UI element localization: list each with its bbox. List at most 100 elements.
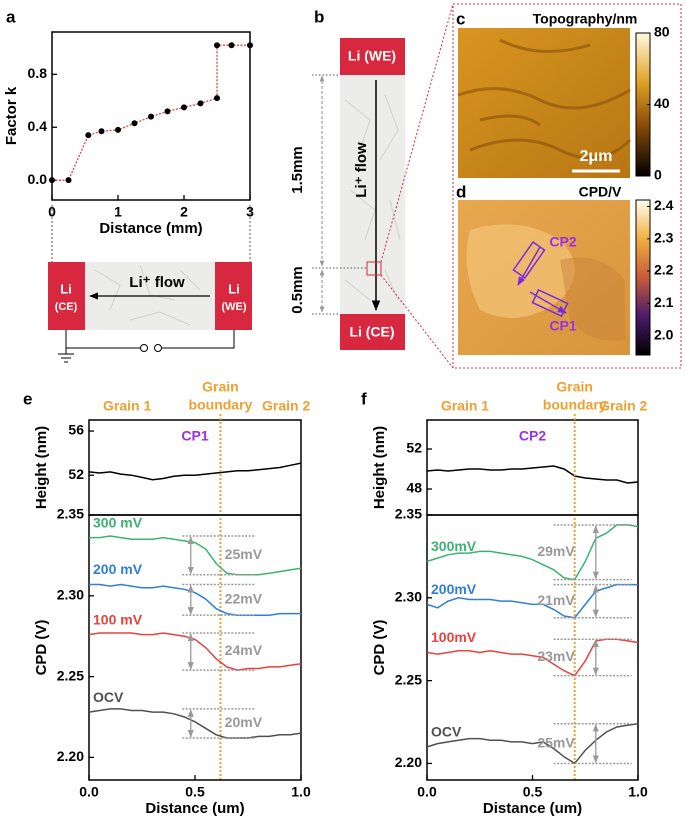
panel-c: c Topography/nm 2μm xyxy=(456,9,651,178)
data-point xyxy=(115,126,121,133)
guide-line xyxy=(312,74,368,315)
x-tick-label: 0.5 xyxy=(185,784,205,800)
region-label: boundary xyxy=(189,397,253,413)
colorbar-tick-label: 40 xyxy=(654,95,670,111)
profile-label: CP1 xyxy=(181,428,208,444)
y-axis-label: CPD (V) xyxy=(371,620,388,676)
grain-texture xyxy=(344,94,401,301)
cpd-line xyxy=(89,583,301,616)
x-tick-label: 0.0 xyxy=(417,784,437,800)
circuit xyxy=(65,330,235,349)
x-tick-label: 0 xyxy=(48,204,56,220)
series-label: OCV xyxy=(93,689,124,705)
series-label: 100mV xyxy=(431,629,477,645)
y-axis-label: Factor k xyxy=(3,86,20,145)
cpd-line xyxy=(88,708,302,739)
colorbar-tick-label: 2.2 xyxy=(654,262,674,278)
y-tick-label: 52 xyxy=(68,466,84,482)
scale-label: 2μm xyxy=(580,148,613,165)
y-tick-label: 2.30 xyxy=(395,589,422,605)
electrode xyxy=(215,262,252,330)
data-line xyxy=(52,44,250,181)
colorbar-tick-label: 2.1 xyxy=(654,294,674,310)
panel-label: a xyxy=(6,7,16,26)
data-point xyxy=(65,177,72,184)
data-point xyxy=(98,128,105,135)
cpd-line xyxy=(426,583,638,619)
zoom-line xyxy=(380,3,454,369)
plot-frame xyxy=(51,31,251,201)
profile-arrow xyxy=(529,291,567,314)
topography-feature xyxy=(457,38,632,160)
y-tick-label: 2.20 xyxy=(57,748,84,764)
region-label: Grain 1 xyxy=(103,398,151,414)
series-label: 200mV xyxy=(431,581,477,597)
y-tick-label: 52 xyxy=(406,440,422,456)
schematic-a: Li (CE) Li (WE) Li⁺ flow xyxy=(48,205,252,363)
colorbar-tick-label: 2.0 xyxy=(654,326,674,342)
zoom-box xyxy=(366,261,382,276)
terminal xyxy=(154,344,162,352)
data-point xyxy=(49,177,55,184)
data-point xyxy=(214,95,220,102)
region-label: boundary xyxy=(543,397,607,413)
series-label: 300 mV xyxy=(93,514,143,530)
delta-label: 29mV xyxy=(537,543,575,559)
x-axis-label: Distance (um) xyxy=(145,800,244,817)
electrolyte xyxy=(340,38,405,348)
region-label: Grain xyxy=(556,379,593,395)
cpd-feature xyxy=(560,257,625,341)
distance-label: 1.5mm xyxy=(289,146,306,194)
flow-label: Li⁺ flow xyxy=(129,274,185,291)
profile-box xyxy=(512,241,546,279)
colorbar xyxy=(635,199,651,356)
y-axis-label: Height (nm) xyxy=(33,426,50,509)
y-tick-label: 0.4 xyxy=(28,118,48,134)
electrode-label: Li xyxy=(60,281,72,296)
data-point xyxy=(164,108,171,115)
image-title: CPD/V xyxy=(579,184,622,200)
cpd-line xyxy=(426,722,639,765)
y-tick-label: 48 xyxy=(406,480,422,496)
y-tick-label: 0.8 xyxy=(28,65,48,81)
delta-label: 21mV xyxy=(537,592,575,608)
panel-label: f xyxy=(361,389,367,408)
series-label: OCV xyxy=(431,724,462,740)
data-point xyxy=(214,42,220,49)
y-tick-label: 2.35 xyxy=(395,506,422,522)
data-point xyxy=(181,104,187,111)
terminal xyxy=(140,344,148,352)
distance-label: 0.5mm xyxy=(289,266,306,314)
y-axis-label: Height (nm) xyxy=(371,426,388,509)
data-point xyxy=(247,42,253,49)
panel-label: d xyxy=(456,182,466,201)
region-label: Grain 2 xyxy=(599,398,647,414)
x-tick-label: 1.0 xyxy=(628,784,648,800)
electrode xyxy=(48,262,85,330)
delta-label: 22mV xyxy=(225,591,263,607)
cpd-line xyxy=(89,535,302,576)
data-point xyxy=(197,100,204,107)
panel-label: b xyxy=(314,7,324,26)
profile-label: CP1 xyxy=(549,318,576,334)
colorbar-tick-label: 80 xyxy=(654,24,670,40)
y-tick-label: 2.20 xyxy=(395,754,422,770)
y-tick-label: 2.25 xyxy=(395,671,422,687)
delta-label: 23mV xyxy=(537,648,575,664)
series-label: 200 mV xyxy=(93,561,143,577)
profile-label: CP2 xyxy=(549,234,576,250)
electrode-label: (CE) xyxy=(55,301,78,313)
region-label: Grain 1 xyxy=(441,398,489,414)
flow-label: Li⁺ flow xyxy=(353,142,370,198)
y-tick-label: 0.0 xyxy=(28,171,48,187)
plot-frame xyxy=(88,514,302,781)
height-line xyxy=(426,465,639,484)
region-label: Grain xyxy=(202,379,239,395)
data-point xyxy=(148,113,154,120)
panel-d: d CPD/V CP2 CP1 xyxy=(456,182,651,356)
colorbar-tick-label: 2.3 xyxy=(654,229,674,245)
electrode-label: Li (WE) xyxy=(348,48,396,64)
electrode xyxy=(340,38,405,75)
x-tick-label: 0.0 xyxy=(79,784,99,800)
